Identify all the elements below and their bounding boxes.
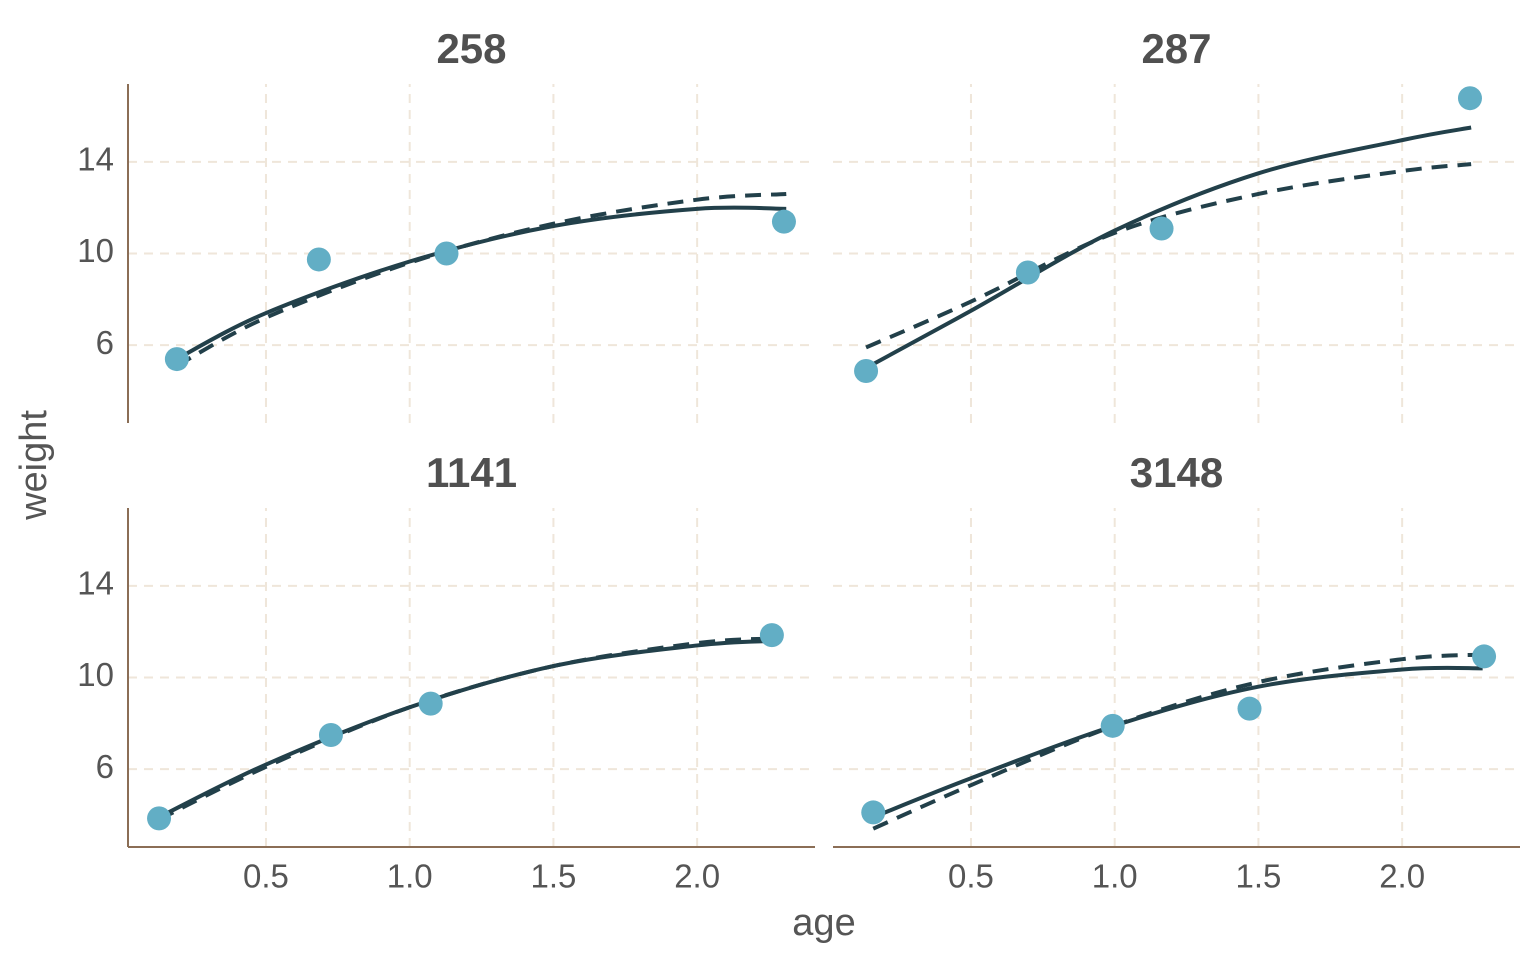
point: [1015, 260, 1040, 285]
point: [1472, 644, 1497, 669]
y-axis-label: weight: [13, 410, 55, 521]
point: [1457, 86, 1482, 111]
x-tick-label: 1.5: [1235, 858, 1281, 895]
dashed-line: [175, 191, 787, 368]
point: [434, 241, 459, 266]
y-tick-label: 10: [77, 656, 114, 693]
y-tick-label: 6: [96, 748, 114, 785]
facet-title: 1141: [426, 449, 517, 496]
point: [1237, 696, 1262, 721]
y-tick-label: 14: [77, 565, 114, 602]
x-tick-label: 2.0: [1379, 858, 1425, 895]
point: [147, 806, 172, 831]
point: [1100, 713, 1125, 738]
y-tick-label: 14: [77, 141, 114, 178]
facet-title: 3148: [1130, 449, 1223, 496]
dashed-line: [865, 162, 1472, 350]
x-tick-label: 1.0: [387, 858, 433, 895]
facet-title: 258: [436, 25, 506, 72]
dashed-line: [158, 636, 773, 822]
point: [861, 800, 886, 825]
dashed-line: [872, 652, 1483, 831]
point: [854, 359, 879, 384]
point: [318, 722, 343, 747]
y-tick-label: 10: [77, 232, 114, 269]
x-tick-label: 0.5: [243, 858, 289, 895]
x-tick-label: 1.5: [530, 858, 576, 895]
y-tick-label: 6: [96, 324, 114, 361]
point: [1149, 216, 1174, 241]
x-tick-label: 1.0: [1092, 858, 1138, 895]
x-axis-label: age: [792, 902, 855, 944]
point: [306, 247, 331, 272]
facet-title: 287: [1141, 25, 1211, 72]
point: [771, 209, 796, 234]
point: [164, 347, 189, 372]
point: [418, 691, 443, 716]
solid-line: [865, 125, 1472, 370]
x-tick-label: 2.0: [674, 858, 720, 895]
solid-line: [158, 638, 773, 820]
x-tick-label: 0.5: [948, 858, 994, 895]
solid-line: [175, 205, 787, 361]
point: [759, 623, 784, 648]
solid-line: [872, 665, 1483, 820]
